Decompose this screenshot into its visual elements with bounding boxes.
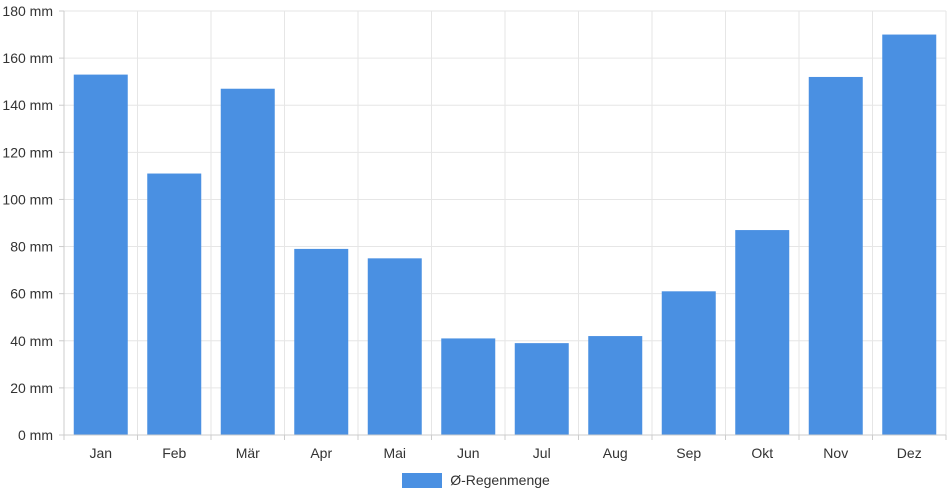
- y-tick-label: 120 mm: [2, 144, 53, 160]
- bar-sep[interactable]: [661, 291, 716, 435]
- y-tick-label: 140 mm: [2, 97, 53, 113]
- y-tick-label: 80 mm: [10, 239, 53, 255]
- x-tick-label: Jun: [457, 445, 480, 461]
- x-tick-label: Sep: [676, 445, 701, 461]
- bar-mär[interactable]: [220, 88, 275, 435]
- bar-jan[interactable]: [73, 74, 128, 435]
- legend: Ø-Regenmenge: [0, 472, 952, 488]
- legend-label: Ø-Regenmenge: [450, 472, 550, 488]
- y-tick-label: 180 mm: [2, 3, 53, 19]
- bar-nov[interactable]: [808, 76, 863, 435]
- bar-aug[interactable]: [588, 336, 643, 435]
- y-tick-label: 40 mm: [10, 333, 53, 349]
- y-axis: 0 mm 20 mm 40 mm 60 mm 80 mm 100 mm 120 mm 140 …: [2, 3, 65, 443]
- bar-dez[interactable]: [882, 34, 937, 436]
- y-tick-label: 60 mm: [10, 286, 53, 302]
- x-tick-label: Dez: [897, 445, 922, 461]
- x-axis: Jan Feb Mär Apr Mai Jun Jul Aug Sep Okt Nov Dez: [63, 434, 947, 461]
- x-tick-label: Mär: [236, 445, 260, 461]
- x-tick-label: Aug: [603, 445, 628, 461]
- bar-okt[interactable]: [735, 230, 790, 435]
- y-tick-label: 160 mm: [2, 50, 53, 66]
- bar-apr[interactable]: [294, 248, 349, 435]
- bar-chart: 0 mm 20 mm 40 mm 60 mm 80 mm 100 mm 120 mm 140 …: [2, 3, 947, 461]
- bar-jun[interactable]: [441, 338, 496, 435]
- x-tick-label: Feb: [162, 445, 186, 461]
- x-tick-label: Jul: [533, 445, 551, 461]
- bar-feb[interactable]: [147, 173, 202, 436]
- x-tick-label: Okt: [751, 445, 773, 461]
- y-tick-label: 100 mm: [2, 191, 53, 207]
- x-tick-label: Nov: [823, 445, 848, 461]
- x-tick-label: Mai: [383, 445, 406, 461]
- bar-jul[interactable]: [514, 343, 569, 435]
- legend-swatch: [402, 472, 443, 488]
- y-tick-label: 20 mm: [10, 380, 53, 396]
- bars: [73, 34, 937, 436]
- x-tick-label: Apr: [310, 445, 332, 461]
- x-tick-label: Jan: [89, 445, 112, 461]
- y-tick-label: 0 mm: [18, 427, 53, 443]
- bar-mai[interactable]: [367, 258, 422, 435]
